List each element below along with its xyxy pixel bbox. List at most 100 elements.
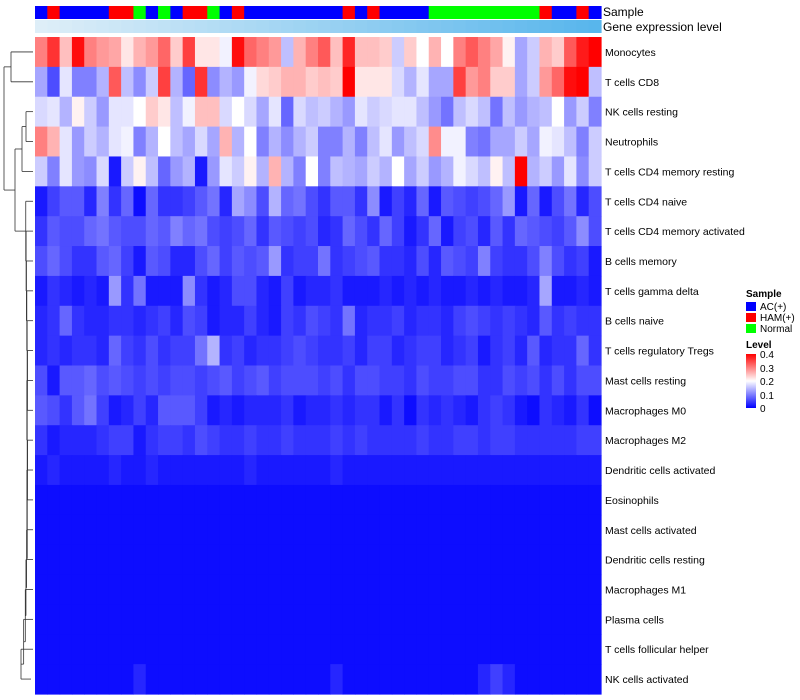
heatmap-cell xyxy=(207,126,221,158)
heatmap-cell xyxy=(108,395,122,426)
heatmap-cell xyxy=(84,305,98,337)
gene-expression-cell xyxy=(588,20,602,33)
heatmap-cell xyxy=(170,365,184,396)
heatmap-cell xyxy=(330,37,344,68)
heatmap-cell xyxy=(207,664,221,695)
heatmap-cell xyxy=(268,37,282,68)
heatmap-cell xyxy=(318,455,331,486)
heatmap-cell xyxy=(145,216,159,247)
heatmap-cell xyxy=(551,186,565,217)
heatmap-cell xyxy=(318,544,331,576)
heatmap-cell xyxy=(379,186,393,217)
legend-swatch-normal xyxy=(746,324,756,333)
heatmap-cell xyxy=(576,156,590,187)
heatmap-cell xyxy=(121,96,135,128)
heatmap-cell xyxy=(318,425,331,456)
heatmap-cell xyxy=(367,395,381,426)
heatmap-cell xyxy=(477,66,491,98)
heatmap-cell xyxy=(158,216,171,247)
heatmap-cell xyxy=(502,126,516,158)
heatmap-cell xyxy=(182,305,196,337)
heatmap-cell xyxy=(256,634,270,665)
gene-expression-cell xyxy=(428,20,442,33)
heatmap-cell xyxy=(576,216,590,247)
heatmap-cell xyxy=(305,455,319,486)
heatmap-cell xyxy=(514,275,528,307)
heatmap-cell xyxy=(35,395,48,426)
heatmap-cell xyxy=(441,544,454,576)
heatmap-cell xyxy=(256,246,270,277)
heatmap-cell xyxy=(305,574,319,606)
heatmap-cell xyxy=(564,365,577,396)
heatmap-cell xyxy=(564,484,577,516)
heatmap-cell xyxy=(416,186,430,217)
heatmap-cell xyxy=(453,96,467,128)
heatmap-cell xyxy=(502,156,516,187)
heatmap-cell xyxy=(367,514,381,546)
heatmap-cell xyxy=(330,664,344,695)
heatmap-cell xyxy=(170,544,184,576)
heatmap-cell xyxy=(318,216,331,247)
heatmap-cell xyxy=(465,634,479,665)
heatmap-cell xyxy=(318,664,331,695)
heatmap-cell xyxy=(441,455,454,486)
heatmap-cell xyxy=(551,216,565,247)
heatmap-cell xyxy=(256,604,270,635)
heatmap-cell xyxy=(367,544,381,576)
heatmap-cell xyxy=(256,484,270,516)
heatmap-cell xyxy=(133,156,147,187)
heatmap-cell xyxy=(564,186,577,217)
heatmap-cell xyxy=(465,335,479,367)
heatmap-cell xyxy=(453,484,467,516)
heatmap-cell xyxy=(59,664,73,695)
heatmap-cell xyxy=(207,246,221,277)
sample-annotation-cell xyxy=(293,6,307,19)
heatmap-cell xyxy=(564,126,577,158)
heatmap-cell xyxy=(219,455,233,486)
heatmap-cell xyxy=(367,246,381,277)
heatmap-cell xyxy=(514,395,528,426)
heatmap-cell xyxy=(305,246,319,277)
heatmap-cell xyxy=(293,455,307,486)
heatmap-cell xyxy=(35,425,48,456)
heatmap-cell xyxy=(539,574,553,606)
heatmap-cell xyxy=(219,574,233,606)
heatmap-cell xyxy=(354,634,368,665)
heatmap-cell xyxy=(576,455,590,486)
heatmap-cell xyxy=(84,186,98,217)
heatmap-cell xyxy=(342,335,356,367)
gene-expression-cell xyxy=(133,20,147,33)
heatmap-cell xyxy=(514,37,528,68)
heatmap-cell xyxy=(354,484,368,516)
heatmap-cell xyxy=(441,604,454,635)
row-label: Plasma cells xyxy=(605,614,664,626)
heatmap-cell xyxy=(145,514,159,546)
heatmap-cell xyxy=(133,634,147,665)
heatmap-cell xyxy=(539,275,553,307)
heatmap-cell xyxy=(293,664,307,695)
heatmap-cell xyxy=(391,37,405,68)
heatmap-cell xyxy=(158,484,171,516)
heatmap-cell xyxy=(404,395,418,426)
heatmap-cell xyxy=(330,425,344,456)
heatmap-cell xyxy=(551,604,565,635)
heatmap-cell xyxy=(207,66,221,98)
heatmap-cell xyxy=(170,246,184,277)
gene-expression-cell xyxy=(551,20,565,33)
heatmap-cell xyxy=(231,365,245,396)
row-label: Macrophages M1 xyxy=(605,584,686,596)
heatmap-cell xyxy=(96,37,110,68)
heatmap-cell xyxy=(84,126,98,158)
heatmap-cell xyxy=(305,365,319,396)
heatmap-cell xyxy=(551,37,565,68)
heatmap-cell xyxy=(477,604,491,635)
heatmap-cell xyxy=(47,66,61,98)
heatmap-cell xyxy=(514,455,528,486)
heatmap-cell xyxy=(47,604,61,635)
heatmap-cell xyxy=(514,216,528,247)
heatmap-cell xyxy=(71,96,85,128)
heatmap-cell xyxy=(477,455,491,486)
heatmap-cell xyxy=(576,96,590,128)
heatmap-cell xyxy=(244,305,258,337)
heatmap-cell xyxy=(416,216,430,247)
